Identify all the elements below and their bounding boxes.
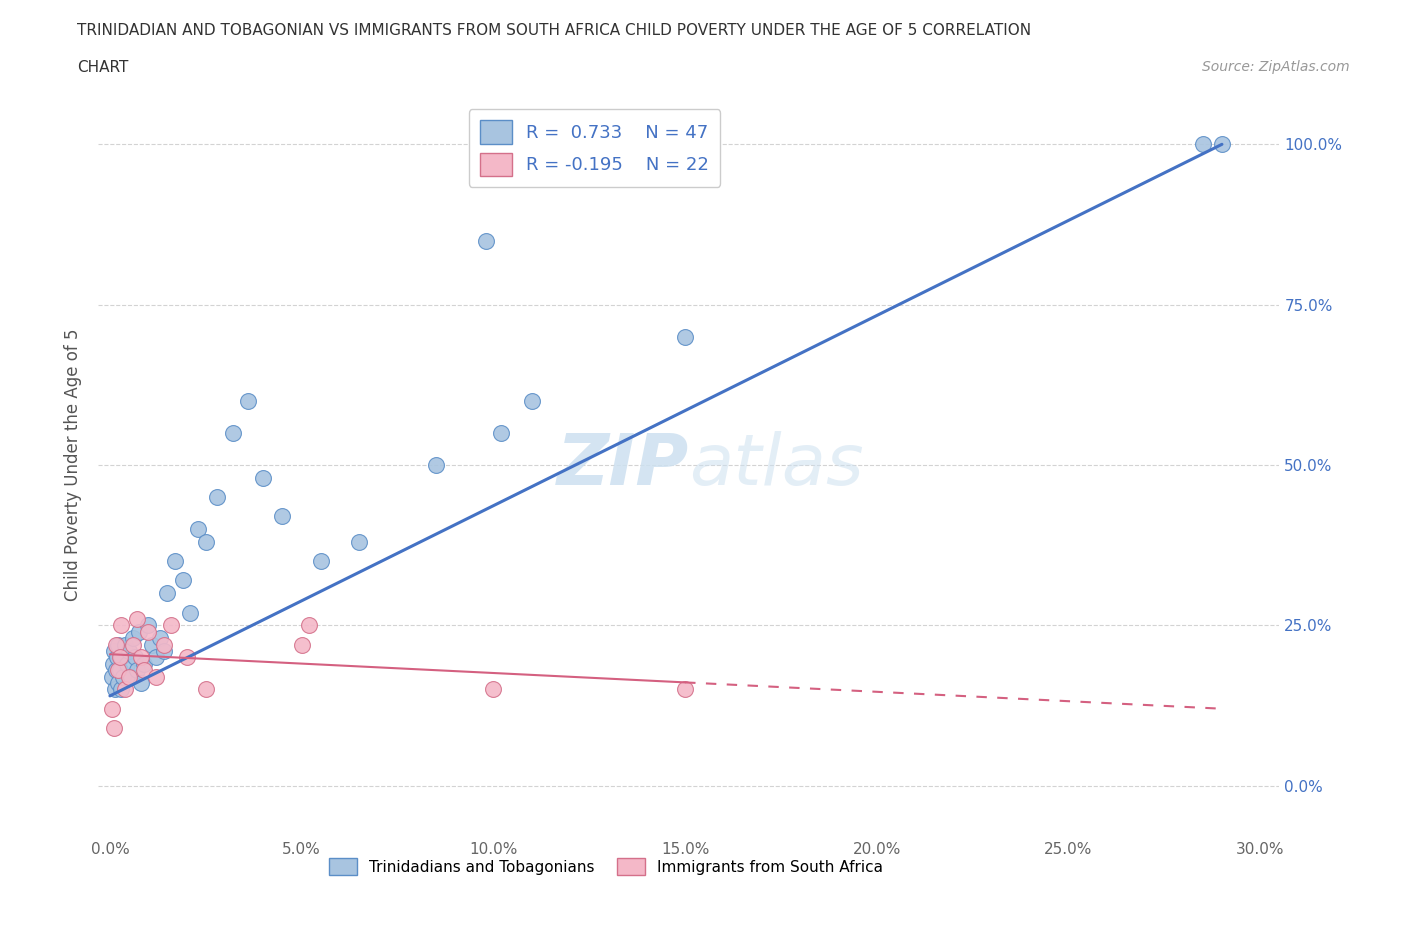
Point [145, 650, 167, 665]
Point [347, 535, 370, 550]
Point [114, 637, 136, 652]
Point [110, 650, 132, 665]
Point [425, 458, 447, 472]
Point [101, 657, 124, 671]
Text: CHART: CHART [77, 60, 129, 75]
Y-axis label: Child Poverty Under the Age of 5: Child Poverty Under the Age of 5 [65, 328, 83, 602]
Point [125, 663, 148, 678]
Point [103, 721, 125, 736]
Point [673, 682, 696, 697]
Point [221, 426, 243, 441]
Point [107, 675, 129, 690]
Point [489, 426, 512, 441]
Point [136, 624, 159, 639]
Point [115, 657, 138, 671]
Point [128, 624, 150, 639]
Point [134, 657, 156, 671]
Legend: Trinidadians and Tobagonians, Immigrants from South Africa: Trinidadians and Tobagonians, Immigrants… [323, 852, 890, 882]
Text: ZIP: ZIP [557, 431, 689, 499]
Point [291, 637, 314, 652]
Point [101, 670, 124, 684]
Point [118, 644, 141, 658]
Point [194, 535, 217, 550]
Point [309, 553, 332, 568]
Point [156, 586, 179, 601]
Point [108, 663, 131, 678]
Point [122, 631, 145, 645]
Point [482, 682, 505, 697]
Point [103, 682, 125, 697]
Point [129, 650, 152, 665]
Point [114, 682, 136, 697]
Point [118, 670, 141, 684]
Point [105, 650, 128, 665]
Point [107, 637, 129, 652]
Text: Source: ZipAtlas.com: Source: ZipAtlas.com [1202, 60, 1350, 74]
Point [108, 650, 131, 665]
Point [165, 553, 187, 568]
Point [124, 650, 146, 665]
Point [145, 670, 167, 684]
Point [122, 637, 145, 652]
Point [252, 471, 274, 485]
Point [101, 701, 124, 716]
Point [271, 509, 294, 524]
Text: atlas: atlas [689, 431, 863, 499]
Point [673, 329, 696, 344]
Point [110, 682, 132, 697]
Point [152, 644, 174, 658]
Point [187, 522, 209, 537]
Point [104, 637, 127, 652]
Point [207, 489, 229, 504]
Point [112, 670, 135, 684]
Point [1211, 137, 1233, 152]
Point [194, 682, 217, 697]
Point [134, 663, 156, 678]
Text: TRINIDADIAN AND TOBAGONIAN VS IMMIGRANTS FROM SOUTH AFRICA CHILD POVERTY UNDER T: TRINIDADIAN AND TOBAGONIAN VS IMMIGRANTS… [77, 23, 1032, 38]
Point [172, 573, 194, 588]
Point [236, 393, 259, 408]
Point [120, 670, 142, 684]
Point [103, 644, 125, 658]
Point [520, 393, 543, 408]
Point [125, 612, 148, 627]
Point [110, 618, 132, 632]
Point [152, 637, 174, 652]
Point [141, 637, 163, 652]
Point [104, 663, 127, 678]
Point [160, 618, 183, 632]
Point [176, 650, 198, 665]
Point [298, 618, 321, 632]
Point [136, 618, 159, 632]
Point [129, 675, 152, 690]
Point [149, 631, 172, 645]
Point [474, 233, 496, 248]
Point [179, 605, 201, 620]
Point [1191, 137, 1213, 152]
Point [107, 663, 129, 678]
